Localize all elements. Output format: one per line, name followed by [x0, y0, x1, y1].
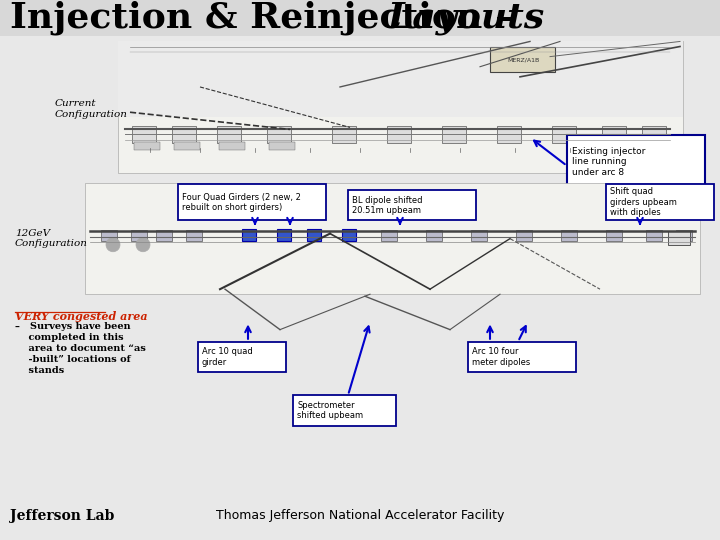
Bar — [442, 126, 466, 143]
Bar — [516, 230, 532, 241]
Circle shape — [136, 238, 150, 252]
Bar — [198, 342, 286, 372]
Text: Existing injector
line running
under arc 8: Existing injector line running under arc… — [572, 147, 645, 177]
Bar — [293, 395, 396, 426]
Text: Arc 10 quad
girder: Arc 10 quad girder — [202, 347, 253, 367]
Text: Jefferson Lab: Jefferson Lab — [10, 509, 114, 523]
Bar — [567, 136, 705, 188]
Text: -built” locations of: -built” locations of — [15, 355, 131, 364]
Bar — [606, 230, 622, 241]
Bar — [134, 141, 160, 150]
Bar — [348, 190, 476, 220]
Text: area to document “as: area to document “as — [15, 344, 146, 353]
Text: MERZ/A1B: MERZ/A1B — [507, 57, 539, 62]
Bar — [219, 141, 245, 150]
Text: VERY congested area: VERY congested area — [15, 312, 148, 322]
Text: Four Quad Girders (2 new, 2
rebuilt on short girders): Four Quad Girders (2 new, 2 rebuilt on s… — [182, 193, 301, 212]
Text: Thomas Jefferson National Accelerator Facility: Thomas Jefferson National Accelerator Fa… — [216, 509, 504, 522]
Bar — [387, 126, 411, 143]
Bar — [118, 42, 683, 173]
Bar — [277, 228, 291, 241]
Bar — [131, 230, 147, 241]
Bar — [85, 183, 700, 294]
Bar — [172, 126, 196, 143]
Bar — [676, 230, 692, 241]
Bar — [381, 230, 397, 241]
Bar — [602, 126, 626, 143]
Text: BL dipole shifted
20.51m upbeam: BL dipole shifted 20.51m upbeam — [352, 195, 423, 215]
Bar — [342, 228, 356, 241]
Bar — [217, 126, 241, 143]
Text: completed in this: completed in this — [15, 333, 124, 342]
Bar — [668, 231, 690, 245]
Bar — [0, 0, 720, 36]
Text: Current
Configuration: Current Configuration — [55, 99, 128, 119]
Bar — [101, 230, 117, 241]
Bar — [242, 228, 256, 241]
Bar — [646, 230, 662, 241]
Bar — [118, 42, 683, 117]
Bar — [267, 126, 291, 143]
Bar — [307, 228, 321, 241]
Text: 12GeV
Configuration: 12GeV Configuration — [15, 229, 88, 248]
Text: Injection & Reinjection –: Injection & Reinjection – — [10, 1, 526, 36]
Bar — [186, 230, 202, 241]
Circle shape — [106, 238, 120, 252]
Text: Arc 10 four
meter dipoles: Arc 10 four meter dipoles — [472, 347, 530, 367]
Bar — [642, 126, 666, 143]
Bar — [468, 342, 576, 372]
Bar — [178, 184, 326, 220]
Bar — [471, 230, 487, 241]
Bar — [490, 46, 555, 72]
Bar — [156, 230, 172, 241]
Bar — [426, 230, 442, 241]
Text: Shift quad
girders upbeam
with dipoles: Shift quad girders upbeam with dipoles — [610, 187, 677, 217]
Bar — [174, 141, 200, 150]
Text: Spectrometer
shifted upbeam: Spectrometer shifted upbeam — [297, 401, 363, 420]
Bar — [132, 126, 156, 143]
Text: Layouts: Layouts — [388, 1, 545, 35]
Bar — [606, 184, 714, 220]
Bar — [552, 126, 576, 143]
Bar — [561, 230, 577, 241]
Bar — [497, 126, 521, 143]
Bar — [269, 141, 295, 150]
Text: stands: stands — [15, 366, 64, 375]
Text: –   Surveys have been: – Surveys have been — [15, 321, 130, 330]
Bar — [332, 126, 356, 143]
